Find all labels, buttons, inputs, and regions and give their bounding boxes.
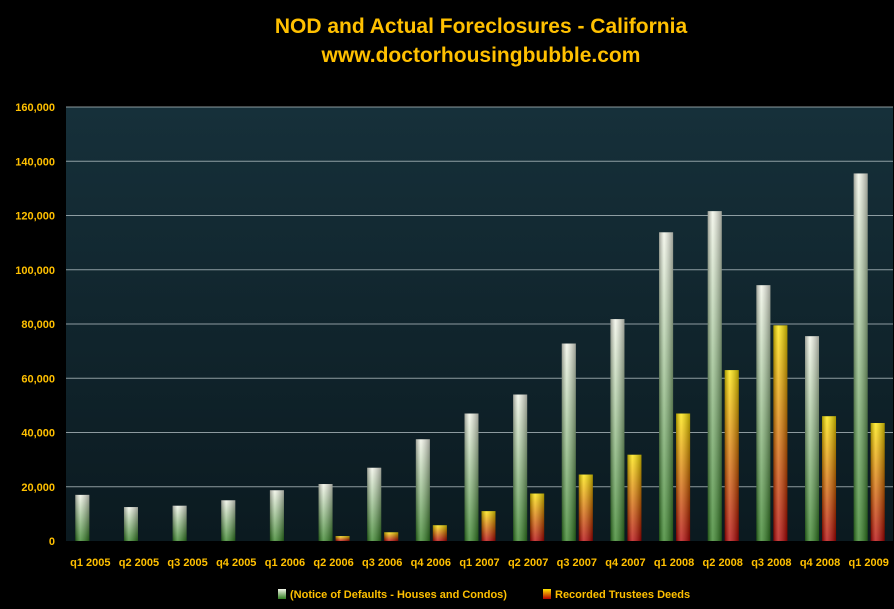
legend: (Notice of Defaults - Houses and Condos)… <box>278 589 690 601</box>
gridlines <box>66 106 893 488</box>
deeds-bar-shine <box>822 416 837 541</box>
nod-bar-shine <box>221 500 236 541</box>
deeds-bar-shine <box>578 474 593 541</box>
bars <box>75 173 885 542</box>
x-tick-label: q4 2005 <box>216 557 256 569</box>
x-tick-label: q3 2005 <box>167 557 207 569</box>
x-tick-label: q1 2005 <box>70 557 110 569</box>
y-tick-label: 40,000 <box>21 428 55 440</box>
chart-title: NOD and Actual Foreclosures - California <box>275 15 688 38</box>
x-tick-label: q1 2007 <box>459 557 499 569</box>
x-tick-label: q1 2008 <box>654 557 694 569</box>
x-tick-label: q1 2006 <box>265 557 305 569</box>
x-tick-label: q4 2008 <box>800 557 840 569</box>
deeds-bar-shine <box>870 423 885 541</box>
deeds-bar-shine <box>724 370 739 541</box>
nod-bar-shine <box>707 211 722 541</box>
x-tick-label: q4 2006 <box>411 557 451 569</box>
chart-subtitle: www.doctorhousingbubble.com <box>321 44 641 67</box>
x-tick-label: q2 2008 <box>703 557 743 569</box>
deeds-bar-shine <box>432 525 447 541</box>
x-tick-label: q3 2006 <box>362 557 402 569</box>
nod-bar-shine <box>610 319 625 541</box>
nod-bar-shine <box>172 505 187 541</box>
y-tick-label: 160,000 <box>15 102 55 114</box>
legend-swatch-nod <box>278 589 286 599</box>
x-tick-label: q1 2009 <box>848 557 888 569</box>
nod-bar-shine <box>464 413 479 541</box>
deeds-bar-shine <box>530 493 545 541</box>
y-tick-label: 20,000 <box>21 482 55 494</box>
x-axis-ticks: q1 2005 q2 2005 q3 2005 q4 2005 q1 2006 q2 20… <box>70 557 889 569</box>
deeds-bar-shine <box>676 413 691 541</box>
legend-label-nod: (Notice of Defaults - Houses and Condos) <box>290 589 507 601</box>
y-tick-label: 120,000 <box>15 211 55 223</box>
deeds-bar-shine <box>627 454 642 541</box>
x-tick-label: q3 2007 <box>557 557 597 569</box>
deeds-bar-shine <box>335 536 350 541</box>
nod-bar-shine <box>805 336 820 541</box>
deeds-bar-shine <box>481 511 496 541</box>
deeds-bar-shine <box>384 532 399 541</box>
y-tick-label: 0 <box>49 536 55 548</box>
x-tick-label: q3 2008 <box>751 557 791 569</box>
y-tick-label: 140,000 <box>15 156 55 168</box>
nod-bar-shine <box>269 490 284 541</box>
y-tick-label: 60,000 <box>21 373 55 385</box>
nod-bar-shine <box>123 507 138 541</box>
nod-bar-shine <box>659 232 674 541</box>
nod-bar-shine <box>513 394 528 541</box>
nod-bar-shine <box>415 439 430 541</box>
nod-bar-shine <box>561 343 576 541</box>
y-tick-label: 100,000 <box>15 265 55 277</box>
nod-bar-shine <box>756 285 771 541</box>
x-tick-label: q4 2007 <box>605 557 645 569</box>
legend-label-deeds: Recorded Trustees Deeds <box>555 589 690 601</box>
x-tick-label: q2 2007 <box>508 557 548 569</box>
nod-bar-shine <box>853 173 868 542</box>
x-tick-label: q2 2006 <box>313 557 353 569</box>
nod-bar-shine <box>75 494 90 541</box>
nod-bar-shine <box>318 484 333 541</box>
y-tick-label: 80,000 <box>21 319 55 331</box>
nod-bar-shine <box>367 467 382 541</box>
legend-swatch-deeds <box>543 589 551 599</box>
y-axis-ticks: 0 20,000 40,000 60,000 80,000 100,000 120,000 1… <box>15 102 55 548</box>
x-tick-label: q2 2005 <box>119 557 159 569</box>
deeds-bar-shine <box>773 325 788 541</box>
